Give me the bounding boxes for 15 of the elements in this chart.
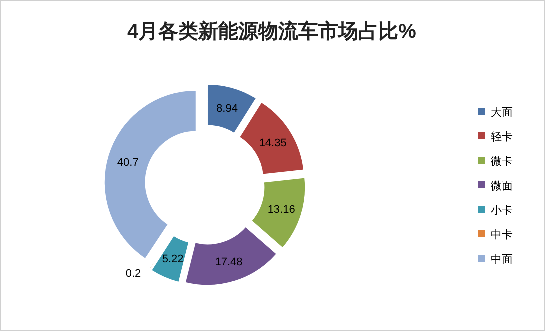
data-label: 13.16 [268,204,296,216]
legend-label: 中卡 [491,228,513,242]
data-label: 5.22 [162,254,184,266]
legend-label: 中面 [491,253,513,266]
data-label: 17.48 [215,256,243,269]
legend-label: 微卡 [491,155,513,168]
legend-label: 大面 [491,106,513,119]
legend-label: 微面 [491,180,513,192]
legend-label: 轻卡 [491,130,513,144]
legend-label: 小卡 [491,204,513,217]
chart-title: 4月各类新能源物流车市场占比% [128,20,417,43]
data-label: 8.94 [216,102,238,115]
data-label: 40.7 [117,156,139,169]
data-label: 14.35 [259,137,287,150]
data-label: 0.2 [126,268,142,280]
